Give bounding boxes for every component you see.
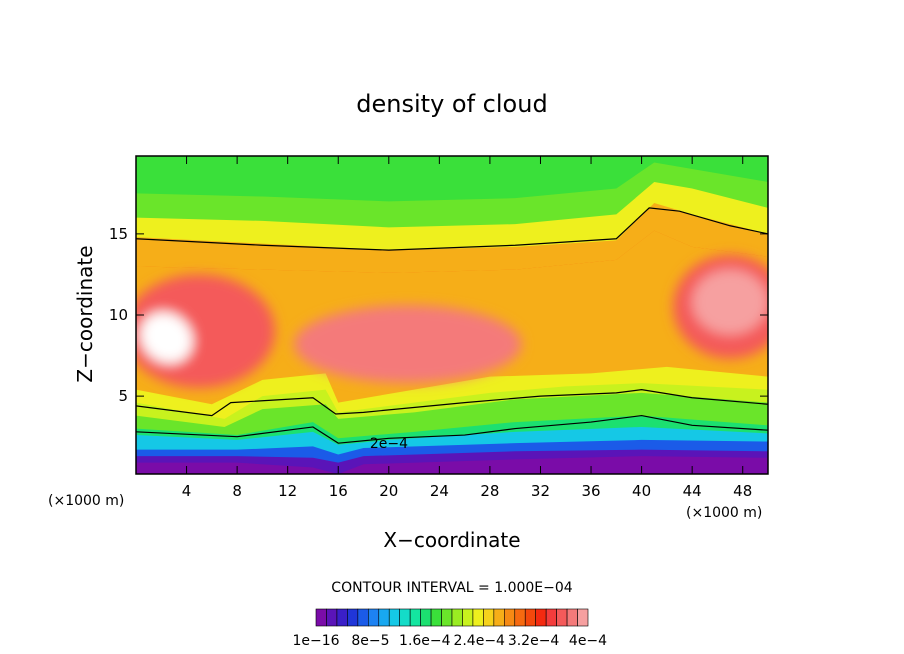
colorbar-label: 1e−16: [292, 633, 339, 649]
colorbar-label: 4e−4: [569, 633, 607, 649]
plot-area: [136, 156, 768, 474]
colorbar-swatch: [315, 608, 327, 627]
x-tick-label: 36: [581, 482, 600, 500]
colorbar-swatch: [420, 608, 432, 627]
blob-pink-center: [294, 305, 522, 384]
upper-band-limeup-top: [136, 156, 768, 202]
blob-light-right: [692, 269, 768, 335]
x-unit-left: (×1000 m): [48, 493, 124, 509]
colorbar-swatch: [493, 608, 505, 627]
x-tick-label: 32: [531, 482, 550, 500]
chart-title: density of cloud: [356, 90, 547, 118]
x-tick-label: 48: [733, 482, 752, 500]
y-tick-label: 5: [118, 387, 128, 405]
colorbar-labels: 1e−16 8e−5 1.6e−4 2.4e−4 3.2e−4 4e−4: [292, 633, 607, 649]
colorbar-label: 2.4e−4: [453, 633, 505, 649]
y-axis-ticks: 5 10 15: [109, 225, 768, 405]
x-axis-ticks: 4 8 12 16 20 24 28 32 36 40 44 48: [182, 156, 752, 500]
contour-annotation: 2e−4: [370, 436, 408, 452]
colorbar-swatch: [535, 608, 547, 627]
x-tick-label: 4: [182, 482, 192, 500]
contour-low: [136, 414, 768, 444]
colorbar-swatch: [556, 608, 568, 627]
y-axis-label: Z−coordinate: [73, 245, 97, 382]
y-tick-label: 10: [109, 306, 128, 324]
colorbar-swatch: [430, 608, 442, 627]
x-tick-label: 20: [379, 482, 398, 500]
blob-white-left: [139, 311, 193, 364]
colorbar-swatch: [545, 608, 557, 627]
x-tick-label: 28: [480, 482, 499, 500]
colorbar-swatch: [388, 608, 400, 627]
colorbar-swatch: [409, 608, 421, 627]
x-tick-label: 40: [632, 482, 651, 500]
x-tick-label: 24: [430, 482, 449, 500]
colorbar-swatch: [441, 608, 453, 627]
x-tick-label: 16: [329, 482, 348, 500]
x-tick-label: 12: [278, 482, 297, 500]
colorbar-label: 8e−5: [351, 633, 389, 649]
colorbar-label: 3.2e−4: [508, 633, 560, 649]
x-tick-label: 8: [232, 482, 242, 500]
colorbar-swatch: [347, 608, 359, 627]
colorbar-swatch: [462, 608, 474, 627]
colorbar-swatch: [336, 608, 348, 627]
x-tick-label: 44: [683, 482, 702, 500]
colorbar-swatch: [451, 608, 463, 627]
contour-lines: [136, 207, 768, 444]
contour-mid: [136, 389, 768, 417]
x-unit-right: (×1000 m): [686, 505, 762, 521]
colorbar-swatch: [566, 608, 578, 627]
contour-high: [136, 207, 768, 251]
x-axis-label: X−coordinate: [383, 528, 520, 552]
colorbar-swatch: [524, 608, 536, 627]
colorbar-swatch: [483, 608, 495, 627]
colorbar-swatch: [504, 608, 516, 627]
colorbar-swatch: [577, 608, 589, 627]
colorbar-swatch: [326, 608, 338, 627]
colorbar-swatch: [378, 608, 390, 627]
colorbar-swatch: [368, 608, 380, 627]
y-tick-label: 15: [109, 225, 128, 243]
colorbar-label: 1.6e−4: [399, 633, 451, 649]
colorbar-swatch: [472, 608, 484, 627]
colorbar-swatch: [357, 608, 369, 627]
colorbar: [315, 608, 589, 627]
color-bands: [136, 156, 768, 474]
color-blobs: [136, 254, 768, 388]
colorbar-swatch: [514, 608, 526, 627]
colorbar-swatch: [399, 608, 411, 627]
contour-interval-text: CONTOUR INTERVAL = 1.000E−04: [331, 580, 572, 596]
